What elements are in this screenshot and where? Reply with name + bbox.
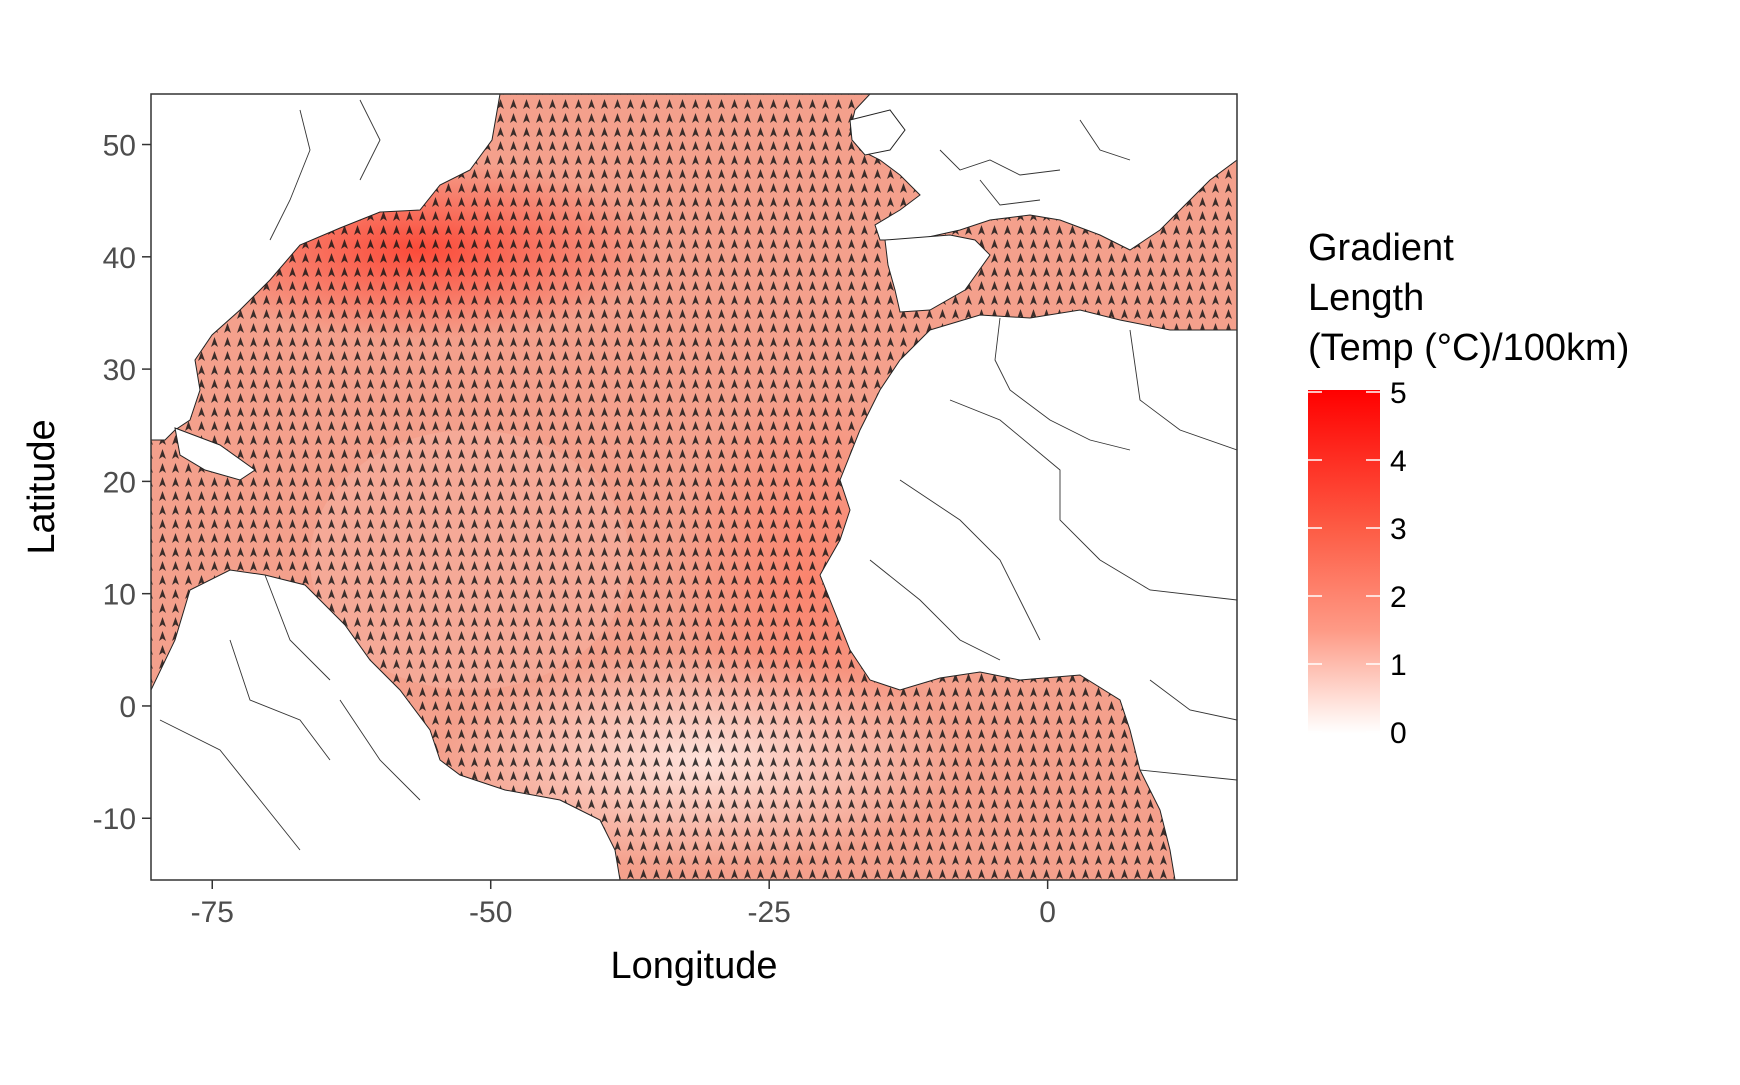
x-tick-label: -50 [469,896,512,929]
y-tick-label: 0 [119,691,136,724]
legend-tick-label: 2 [1390,581,1407,614]
legend-title-line-3: (Temp (°C)/100km) [1308,327,1629,369]
legend-tick-label: 5 [1390,377,1407,410]
legend-colorbar [1308,390,1380,734]
land-masses [151,94,1237,880]
x-tick-label: -75 [191,896,234,929]
legend-title-line-2: Length [1308,277,1424,319]
legend-tick-label: 1 [1390,649,1407,682]
landmass-uk [849,109,906,156]
x-axis-title: Longitude [611,945,778,987]
landmass-iberia [884,234,991,313]
legend-ticks: 0 1 2 3 4 5 [1308,377,1407,750]
y-axis: -10 0 10 20 30 40 50 [93,130,151,836]
legend-title-line-1: Gradient [1308,227,1454,269]
y-tick-label: 10 [103,579,136,612]
legend: Gradient Length (Temp (°C)/100km) 0 1 2 3 4 5 [1308,227,1629,750]
y-axis-title: Latitude [21,419,63,554]
landmass-africa [819,309,1237,880]
landmass-caribbean [174,427,256,481]
panel-border [150,93,1238,881]
x-tick-label: 0 [1039,896,1056,929]
legend-tick-label: 3 [1390,513,1407,546]
country-borders [159,99,1237,851]
map-panel [151,94,1237,880]
y-tick-label: 30 [103,354,136,387]
legend-tick-label: 0 [1390,717,1407,750]
y-tick-label: -10 [93,803,136,836]
y-tick-label: 20 [103,466,136,499]
y-tick-label: 50 [103,130,136,163]
legend-tick-label: 4 [1390,445,1407,478]
landmass-south-america [151,569,621,880]
x-tick-label: -25 [748,896,791,929]
y-tick-label: 40 [103,242,136,275]
x-axis: -75 -50 -25 0 [191,880,1056,929]
